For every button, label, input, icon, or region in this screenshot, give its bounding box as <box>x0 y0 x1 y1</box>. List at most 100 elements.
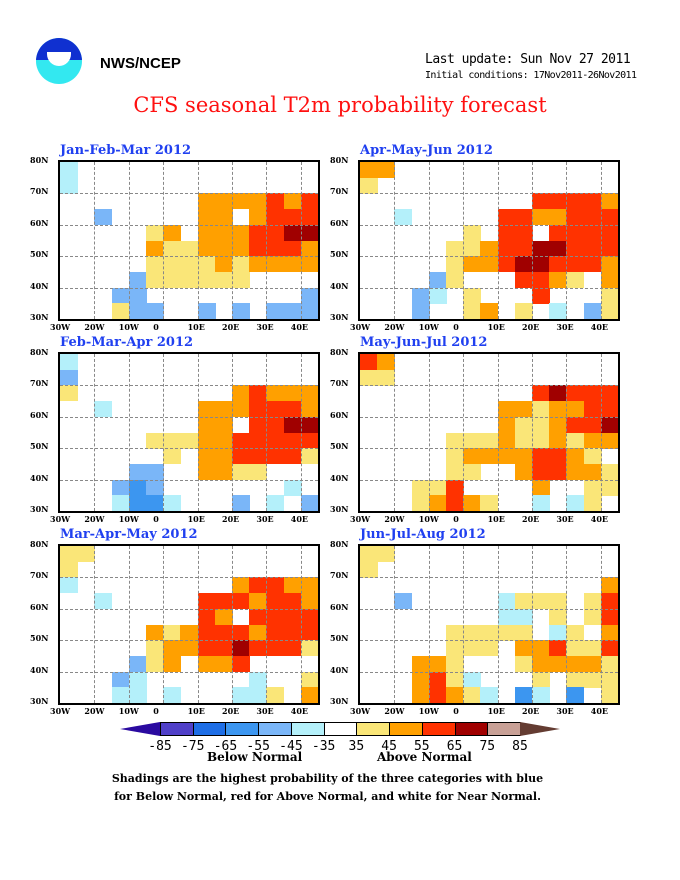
lon-label: 20W <box>84 322 105 332</box>
probability-cell <box>463 287 482 304</box>
parallel-gridline <box>60 193 318 195</box>
probability-cell <box>60 162 78 178</box>
legend-tick-label: -85 <box>148 739 172 754</box>
lon-label: 30W <box>350 514 371 524</box>
forecast-map <box>358 160 620 321</box>
probability-cell <box>163 448 182 465</box>
probability-cell <box>249 385 268 402</box>
probability-cell <box>266 608 285 625</box>
probability-cell <box>249 577 268 594</box>
probability-cell <box>197 416 216 433</box>
lat-label: 30N <box>30 504 49 514</box>
lon-label: 30E <box>256 706 274 716</box>
probability-cell <box>111 303 130 319</box>
probability-cell <box>532 479 550 496</box>
probability-cell <box>446 463 464 480</box>
last-update: Last update: Sun Nov 27 2011 <box>425 52 631 67</box>
probability-cell <box>146 463 164 480</box>
probability-cell <box>266 593 285 610</box>
legend-swatch <box>487 722 521 736</box>
probability-cell <box>283 209 302 226</box>
below-normal-label: Below Normal <box>207 750 303 764</box>
probability-cell <box>232 495 250 511</box>
probability-cell <box>514 687 533 703</box>
probability-cell <box>497 448 516 465</box>
meridian-gridline <box>532 546 533 703</box>
probability-cell <box>266 495 285 511</box>
lat-label: 60N <box>330 217 349 228</box>
probability-cell <box>232 256 250 273</box>
lon-label: 20W <box>84 514 105 524</box>
probability-cell <box>497 624 516 641</box>
probability-cell <box>514 640 533 657</box>
probability-cell <box>583 495 602 511</box>
probability-cell <box>300 671 318 688</box>
probability-cell <box>583 479 602 496</box>
meridian-gridline <box>197 546 199 703</box>
probability-cell <box>266 256 285 273</box>
probability-cell <box>197 608 216 625</box>
lon-label: 20W <box>384 514 405 524</box>
probability-cell <box>446 495 464 511</box>
probability-cell <box>428 671 447 688</box>
probability-cell <box>197 448 216 465</box>
lat-label: 30N <box>330 696 349 706</box>
lon-label: 20E <box>522 322 540 332</box>
lon-label: 0 <box>453 706 459 716</box>
probability-cell <box>197 209 216 226</box>
probability-cell <box>266 385 285 402</box>
probability-cell <box>514 608 533 625</box>
meridian-gridline <box>94 546 96 703</box>
probability-cell <box>583 593 602 610</box>
probability-cell <box>566 385 585 402</box>
legend-tick-label: -65 <box>213 739 238 754</box>
probability-cell <box>300 401 318 418</box>
probability-cell <box>163 495 182 511</box>
probability-cell <box>128 271 147 288</box>
probability-cell <box>283 401 302 418</box>
lon-label: 30E <box>556 514 574 524</box>
probability-cell <box>549 401 568 418</box>
noaa-logo <box>36 38 82 84</box>
probability-cell <box>266 640 285 657</box>
probability-cell <box>446 271 464 288</box>
meridian-gridline <box>197 354 199 511</box>
probability-cell <box>232 463 250 480</box>
probability-cell <box>549 271 568 288</box>
probability-cell <box>549 640 568 657</box>
probability-cell <box>600 416 618 433</box>
lon-label: 10E <box>187 514 205 524</box>
probability-cell <box>266 624 285 641</box>
probability-cell <box>411 479 430 496</box>
parallel-gridline <box>360 385 618 387</box>
lat-label: 40N <box>330 664 349 675</box>
probability-cell <box>566 224 585 241</box>
probability-cell <box>214 463 233 480</box>
lon-label: 40E <box>290 514 309 524</box>
meridian-gridline <box>94 162 96 319</box>
meridian-gridline <box>300 546 302 703</box>
probability-cell <box>197 624 216 641</box>
meridian-gridline <box>463 354 465 511</box>
panel-title: Jan-Feb-Mar 2012 <box>60 143 192 158</box>
probability-cell <box>566 687 585 703</box>
lon-label: 20E <box>522 706 540 716</box>
probability-cell <box>514 448 533 465</box>
probability-cell <box>497 401 516 418</box>
lon-label: 20E <box>222 514 240 524</box>
probability-cell <box>549 416 568 433</box>
probability-cell <box>249 209 268 226</box>
meridian-gridline <box>428 354 430 511</box>
probability-cell <box>497 432 516 449</box>
probability-cell <box>377 354 396 370</box>
probability-cell <box>232 448 250 465</box>
probability-cell <box>411 671 430 688</box>
forecast-map <box>358 544 620 705</box>
lon-label: 0 <box>153 514 159 524</box>
meridian-gridline <box>266 162 268 319</box>
probability-cell <box>60 177 78 194</box>
probability-cell <box>232 240 250 257</box>
probability-cell <box>249 671 268 688</box>
probability-cell <box>146 432 164 449</box>
probability-cell <box>514 432 533 449</box>
